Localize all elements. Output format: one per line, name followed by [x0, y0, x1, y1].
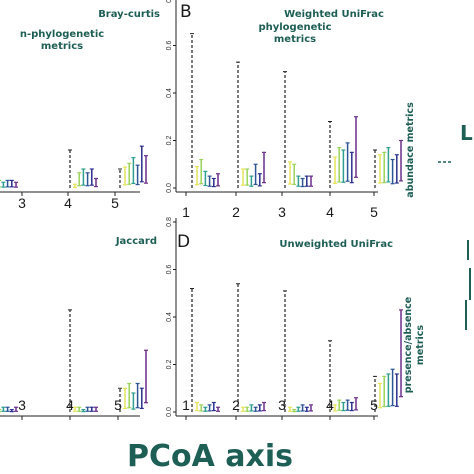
- x-tick-label: 5: [370, 204, 378, 220]
- panel-subtitle-line: phylogenetic: [258, 22, 331, 33]
- y-tick-label: 0.0: [166, 183, 173, 193]
- clipped-right-column: [465, 240, 471, 330]
- x-tick-label: 3: [278, 204, 286, 220]
- y-tick-label: 0.4: [166, 312, 173, 322]
- y-tick-label: 0.2: [166, 360, 173, 370]
- x-tick-label: 5: [111, 195, 119, 211]
- y-tick-label: 0.6: [166, 41, 173, 51]
- x-tick-label: 3: [18, 195, 26, 211]
- panel-letter: D: [177, 232, 190, 252]
- panel-title: Unweighted UniFrac: [279, 239, 393, 250]
- panel-subtitle-line: n-phylogenetic: [20, 29, 104, 40]
- y-tick-label: 0.4: [166, 88, 173, 98]
- x-tick-label: 3: [18, 397, 26, 413]
- x-tick-label: 2: [232, 204, 240, 220]
- row-label-abundance: abundace metrics: [405, 102, 416, 198]
- panel-letter: B: [180, 2, 192, 22]
- y-tick-label: 0.0: [166, 407, 173, 417]
- x-tick-label: 5: [370, 397, 378, 413]
- row-label-presence: presence/absence metrics: [403, 297, 426, 393]
- x-tick-label: 2: [232, 397, 240, 413]
- panel-subtitle-line: metrics: [274, 34, 316, 45]
- panel-title: Bray-curtis: [98, 9, 160, 20]
- panel-title: Jaccard: [115, 236, 157, 247]
- panel-title: Weighted UniFrac: [284, 9, 384, 20]
- x-tick-label: 1: [182, 397, 190, 413]
- y-tick-label: 0.8: [166, 0, 173, 3]
- x-axis-title: PCoA axis: [127, 439, 293, 474]
- panel-c: Jaccard345: [0, 236, 157, 420]
- x-tick-label: 4: [326, 204, 334, 220]
- svg-text:presence/absence: presence/absence: [403, 297, 414, 393]
- x-tick-label: 3: [278, 397, 286, 413]
- x-tick-label: 4: [64, 195, 72, 211]
- panel-subtitle-line: metrics: [41, 41, 83, 52]
- x-tick-label: 1: [182, 204, 190, 220]
- x-tick-label: 5: [114, 397, 122, 413]
- y-tick-label: 0.8: [166, 217, 173, 227]
- y-tick-label: 0.2: [166, 136, 173, 146]
- right-edge-letter: L: [460, 121, 473, 145]
- svg-text:metrics: metrics: [415, 325, 426, 365]
- y-tick-label: 0.6: [166, 265, 173, 275]
